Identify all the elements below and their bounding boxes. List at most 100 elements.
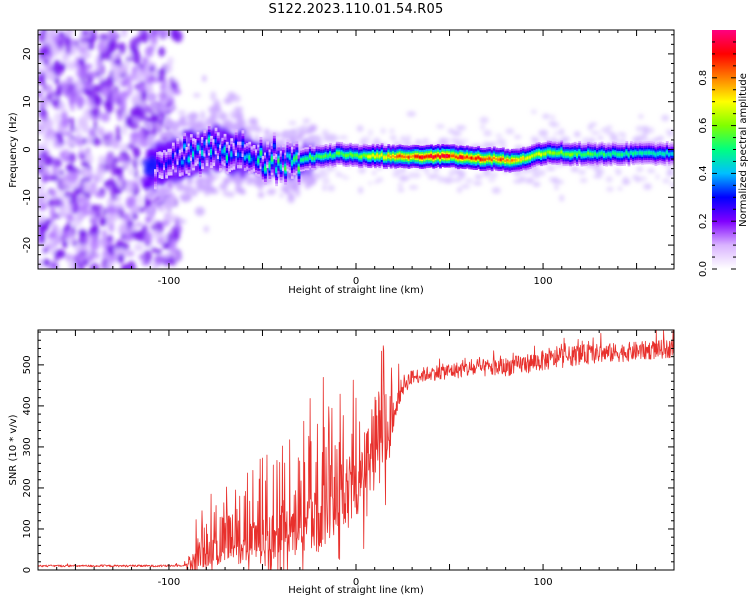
spectrogram-noise-blob: [152, 229, 161, 239]
spectrogram-halo-blob: [514, 135, 519, 139]
spectrogram-noise-blob: [117, 154, 126, 163]
spectrogram-halo-blob: [511, 170, 521, 175]
spectrogram-halo-blob: [655, 173, 660, 180]
spectrogram-halo-blob: [289, 130, 298, 137]
spectrogram-noise-blob: [110, 139, 120, 148]
spectrogram-transition-blob: [146, 189, 154, 194]
figure-title: S122.2023.110.01.54.R05: [268, 2, 444, 17]
spectrogram-ridge-cell: [620, 153, 624, 156]
spectrogram-noise-blob: [77, 220, 82, 227]
spectrogram-halo-blob: [578, 169, 586, 175]
spectrogram-ridge-cell: [326, 155, 330, 158]
spectrogram-transition-blob: [163, 187, 171, 195]
spectrogram-transition-blob: [171, 125, 176, 134]
spectrogram-noise-blob: [124, 182, 135, 195]
spectrogram-transition-blob: [215, 174, 220, 179]
spectrogram-noise-blob: [113, 89, 120, 102]
spectrogram-transition-blob: [165, 200, 175, 207]
spectrogram-ridge-cell: [421, 156, 424, 159]
spectrogram-ridge-cell: [528, 156, 532, 159]
spectrogram-ridge-cell: [609, 153, 613, 156]
spectrogram-noise-blob: [78, 229, 87, 236]
spectrogram-transition-blob: [245, 176, 250, 185]
spectrogram-halo-blob: [652, 137, 660, 143]
colorbar-tick-label: 0.6: [698, 118, 709, 134]
spectrogram-ridge-cell: [598, 152, 602, 156]
spectrogram-ridge-cell: [665, 151, 669, 154]
spectrogram-ridge-cell: [486, 157, 490, 161]
spectrogram-transition-blob: [177, 110, 186, 115]
spectrogram-ridge-cell: [488, 157, 492, 160]
spectrogram-halo-blob: [397, 183, 404, 187]
spectrogram-halo-blob: [487, 177, 496, 182]
spectrogram-ridge-cell: [288, 155, 292, 159]
spectrogram-noise-blob: [165, 61, 173, 74]
spectrogram-transition-blob: [147, 123, 154, 132]
spectrogram-noise-blob: [172, 214, 178, 223]
spectrogram-noise-blob: [58, 190, 63, 198]
spectrogram-noise-blob: [51, 189, 57, 199]
spectrogram-halo-blob: [480, 124, 485, 130]
spectrogram-ridge-cell: [551, 152, 555, 155]
spectrogram-noise-blob: [82, 236, 90, 243]
spectrogram-noise-blob: [97, 41, 107, 54]
spectrogram-halo-blob: [647, 168, 655, 173]
snr-x-axis-label: Height of straight line (km): [288, 585, 424, 596]
spectrogram-noise-blob: [132, 49, 140, 60]
spectrogram-noise-blob: [167, 231, 172, 245]
spectrogram-ridge-cell: [472, 157, 476, 160]
spectrogram-noise-blob: [81, 242, 87, 253]
spectrogram-noise-blob: [39, 231, 46, 244]
spectrogram-noise-blob: [122, 122, 127, 136]
spectrogram-ridge-cell: [311, 157, 314, 160]
spectrogram-transition-blob: [147, 149, 154, 155]
spectrogram-noise-blob: [125, 196, 134, 209]
spectrogram-ridge-cell: [391, 154, 395, 158]
spectrogram-noise-blob: [172, 88, 181, 95]
spectrogram-halo-blob: [617, 132, 626, 136]
spectrogram-ridge-cell: [396, 155, 400, 158]
spectrogram-noise-blob: [38, 258, 44, 269]
spectrogram-ridge-cell: [250, 158, 254, 162]
snr-y-tick-label: 0: [22, 567, 33, 573]
spectrogram-halo-blob: [450, 170, 455, 175]
spectrogram-transition-blob: [210, 91, 217, 101]
spectrogram-ridge-cell: [549, 151, 552, 154]
spectrogram-ridge-cell: [286, 153, 290, 157]
spectrogram-transition-blob: [264, 128, 270, 136]
spectrogram-noise-blob: [49, 175, 59, 182]
spectrogram-noise-blob: [38, 73, 46, 85]
spectrogram-halo-blob: [615, 171, 621, 176]
spectrogram-noise-blob: [108, 223, 115, 233]
spectrogram-ridge-cell: [573, 152, 577, 155]
spectrogram-ridge-cell: [555, 152, 559, 155]
spectrogram-noise-blob: [138, 194, 143, 207]
snr-y-tick-label: 200: [22, 478, 33, 497]
spectrogram-transition-blob: [248, 117, 258, 125]
spectrogram-ridge-cell: [407, 156, 411, 159]
spectrogram-halo-blob: [670, 182, 674, 189]
spectrogram-noise-blob: [145, 215, 152, 224]
spectrogram-noise-blob: [106, 205, 116, 215]
spectrogram-noise-blob: [158, 68, 168, 75]
spectrogram-ridge-cell: [351, 154, 355, 157]
spectrogram-ridge-cell: [580, 153, 584, 157]
colorbar-tick-label: 0.8: [698, 70, 709, 86]
spectrogram-ridge-cell: [394, 156, 398, 159]
spectrogram-ridge-cell: [434, 155, 438, 158]
spectrogram-ridge-cell: [414, 155, 418, 158]
spectrogram-noise-blob: [73, 95, 81, 105]
spectrogram-halo-blob: [327, 184, 335, 192]
spectrogram-transition-blob: [194, 206, 205, 216]
spectrogram-ridge-cell: [295, 155, 299, 160]
spectrogram-noise-blob: [103, 100, 111, 108]
spectrogram-noise-blob: [66, 213, 73, 221]
spectrogram-ridge-cell: [605, 153, 609, 157]
spectrogram-noise-blob: [78, 116, 87, 126]
spectrogram-ridge-cell: [308, 155, 312, 158]
spectrogram-ridge-cell: [501, 157, 505, 161]
spectrogram-noise-blob: [163, 30, 169, 39]
colorbar-label: Normalized spectral amplitude: [738, 73, 749, 227]
spectrogram-noise-blob: [62, 240, 68, 249]
